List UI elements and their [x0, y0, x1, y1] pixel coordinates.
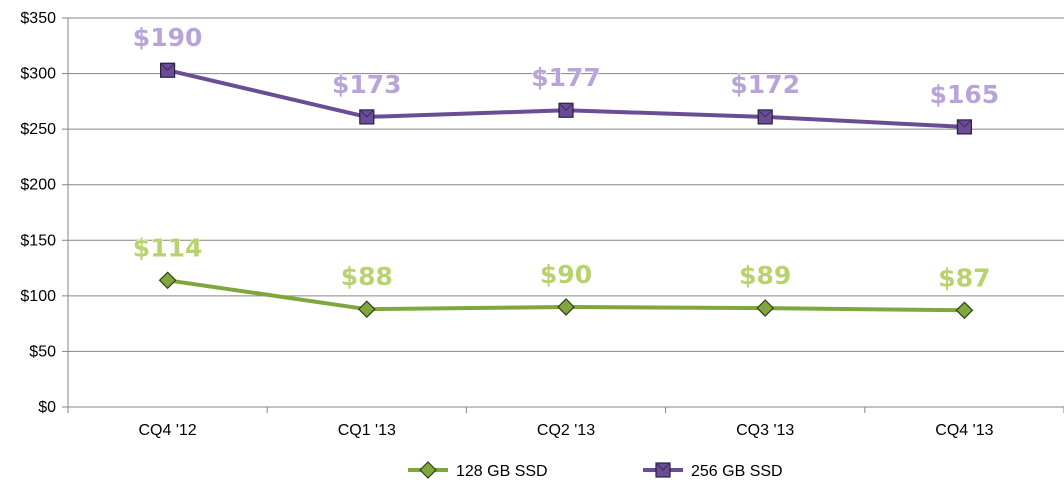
data-point-marker: [557, 298, 575, 316]
y-tick-label: $150: [20, 232, 56, 249]
y-tick-label: $200: [20, 177, 56, 194]
x-tick-label: CQ3 '13: [736, 422, 794, 439]
data-label: $90: [540, 260, 592, 289]
series-layer: $114 $88 $90 $89 $87 $190 $173 $177 $172 $165: [132, 23, 1000, 320]
legend-label: 128 GB SSD: [456, 463, 548, 480]
y-tick-label: $300: [20, 66, 56, 83]
data-point-marker: [756, 299, 775, 317]
data-point-marker-shade: [558, 102, 574, 111]
x-tick-label: CQ1 '13: [338, 422, 396, 439]
data-label: $89: [739, 261, 791, 290]
y-tick-label: $100: [20, 288, 56, 305]
data-label: $177: [531, 63, 601, 92]
data-point-marker-shade: [757, 109, 773, 118]
data-point-marker: [357, 300, 376, 319]
data-label: $190: [133, 23, 203, 52]
y-axis: $0 $50 $100 $150 $200 $250 $300 $350: [20, 10, 69, 416]
data-label: $88: [341, 262, 393, 291]
gridlines: [68, 17, 1064, 352]
y-tick-label: $250: [20, 121, 56, 138]
x-tick-label: CQ2 '13: [537, 422, 595, 439]
data-label: $114: [133, 233, 203, 262]
legend-swatch-marker-shade: [655, 462, 671, 471]
data-point-marker: [955, 301, 974, 320]
data-label: $87: [938, 263, 990, 292]
y-tick-label: $350: [20, 10, 56, 27]
data-label: $173: [332, 70, 402, 99]
y-tick-label: $0: [38, 399, 56, 416]
x-tick-label: CQ4 '13: [935, 422, 993, 439]
data-label: $165: [930, 80, 1000, 109]
legend-item: 256 GB SSD: [643, 462, 783, 480]
data-point-marker: [158, 271, 177, 290]
x-tick-label: CQ4 '12: [138, 422, 196, 439]
y-tick-label: $50: [29, 343, 56, 360]
series-128gb: $114 $88 $90 $89 $87: [132, 233, 991, 320]
data-label: $172: [730, 70, 800, 99]
data-point-marker-shade: [359, 109, 375, 118]
legend-swatch-marker: [419, 461, 437, 479]
data-point-marker-shade: [160, 62, 175, 71]
series-256gb: $190 $173 $177 $172 $165: [132, 23, 1000, 135]
legend-label: 256 GB SSD: [691, 463, 783, 480]
legend: 128 GB SSD 256 GB SSD: [408, 461, 783, 480]
x-axis: CQ4 '12 CQ1 '13 CQ2 '13 CQ3 '13 CQ4 '13: [67, 406, 1064, 439]
legend-item: 128 GB SSD: [408, 461, 548, 480]
data-point-marker-shade: [957, 119, 972, 128]
